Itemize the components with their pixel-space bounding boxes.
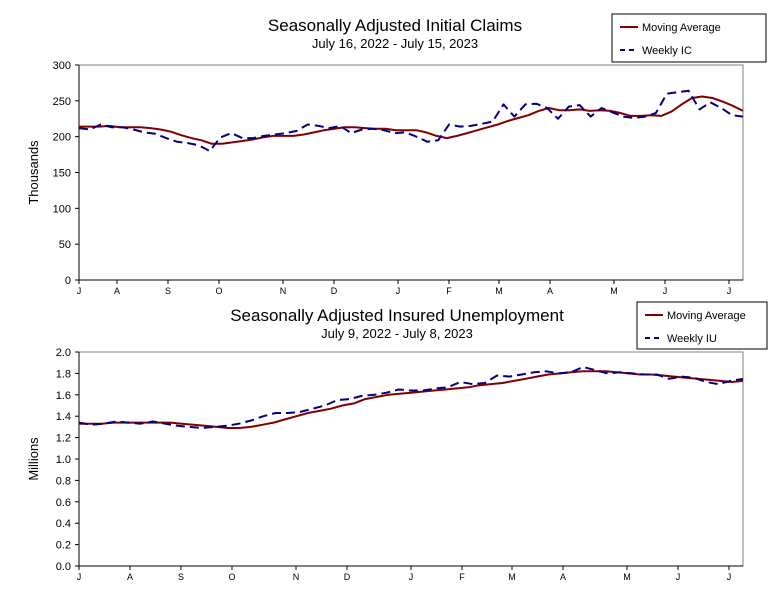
y-tick-label: 1.6 — [56, 390, 71, 402]
legend-label: Moving Average — [642, 22, 721, 34]
plot-area — [78, 64, 744, 281]
y-tick-label: 150 — [53, 168, 71, 180]
chart-subtitle: July 9, 2022 - July 8, 2023 — [321, 326, 473, 341]
y-axis-label: Millions — [26, 437, 41, 481]
y-tick-label: 100 — [53, 203, 71, 215]
y-tick-label: 0.4 — [56, 518, 71, 530]
legend: Moving Average Weekly IU — [636, 301, 768, 350]
legend-box — [611, 13, 767, 63]
chart-title: Seasonally Adjusted Insured Unemployment — [230, 306, 564, 325]
x-tick-label: M — [495, 286, 503, 296]
y-tick-label: 0 — [65, 275, 71, 287]
y-tick-label: 0.2 — [56, 540, 71, 552]
x-tick-label: M — [508, 572, 516, 582]
y-axis-label: Thousands — [26, 140, 41, 205]
x-tick-label: D — [344, 572, 351, 582]
x-tick-label: O — [215, 286, 222, 296]
x-tick-label: F — [459, 572, 465, 582]
y-tick-label: 1.8 — [56, 368, 71, 380]
chart-panel-2: Seasonally Adjusted Insured Unemployment… — [26, 301, 768, 582]
x-tick-label: F — [446, 286, 452, 296]
legend: Moving Average Weekly IC — [611, 13, 767, 63]
y-tick-label: 300 — [53, 60, 71, 72]
x-tick-label: N — [293, 572, 300, 582]
legend-label: Weekly IU — [667, 333, 717, 345]
y-tick-label: 250 — [53, 96, 71, 108]
x-tick-label: J — [663, 286, 668, 296]
y-tick-label: 1.2 — [56, 433, 71, 445]
y-tick-label: 50 — [59, 239, 71, 251]
x-tick-label: A — [127, 572, 133, 582]
x-tick-label: A — [560, 572, 566, 582]
y-tick-label: 200 — [53, 132, 71, 144]
legend-box — [636, 301, 768, 350]
series-line-weekly — [78, 366, 744, 429]
x-tick-label: A — [114, 286, 120, 296]
y-tick-label: 2.0 — [56, 347, 71, 359]
x-tick-label: M — [610, 286, 618, 296]
x-tick-label: J — [727, 572, 732, 582]
y-tick-label: 1.0 — [56, 454, 71, 466]
legend-label: Moving Average — [667, 310, 746, 322]
x-tick-label: S — [178, 572, 184, 582]
x-tick-label: J — [409, 572, 414, 582]
x-tick-label: S — [165, 286, 171, 296]
x-tick-label: J — [77, 286, 82, 296]
y-tick-label: 1.4 — [56, 411, 71, 423]
series-line-weekly — [78, 89, 744, 152]
x-tick-label: J — [676, 572, 681, 582]
legend-label: Weekly IC — [642, 45, 692, 57]
x-tick-label: J — [77, 572, 82, 582]
x-tick-label: J — [727, 286, 732, 296]
series-line-moving-average — [79, 95, 744, 145]
y-tick-label: 0.8 — [56, 475, 71, 487]
x-tick-label: A — [547, 286, 553, 296]
series-line-moving-average — [79, 370, 744, 429]
x-tick-label: M — [623, 572, 631, 582]
chart-subtitle: July 16, 2022 - July 15, 2023 — [312, 36, 478, 51]
y-tick-label: 0.0 — [56, 561, 71, 573]
x-tick-label: O — [228, 572, 235, 582]
x-tick-label: J — [396, 286, 401, 296]
x-tick-label: D — [331, 286, 338, 296]
x-tick-label: N — [280, 286, 287, 296]
y-tick-label: 0.6 — [56, 497, 71, 509]
plot-area — [78, 351, 744, 567]
chart-title: Seasonally Adjusted Initial Claims — [268, 16, 522, 35]
